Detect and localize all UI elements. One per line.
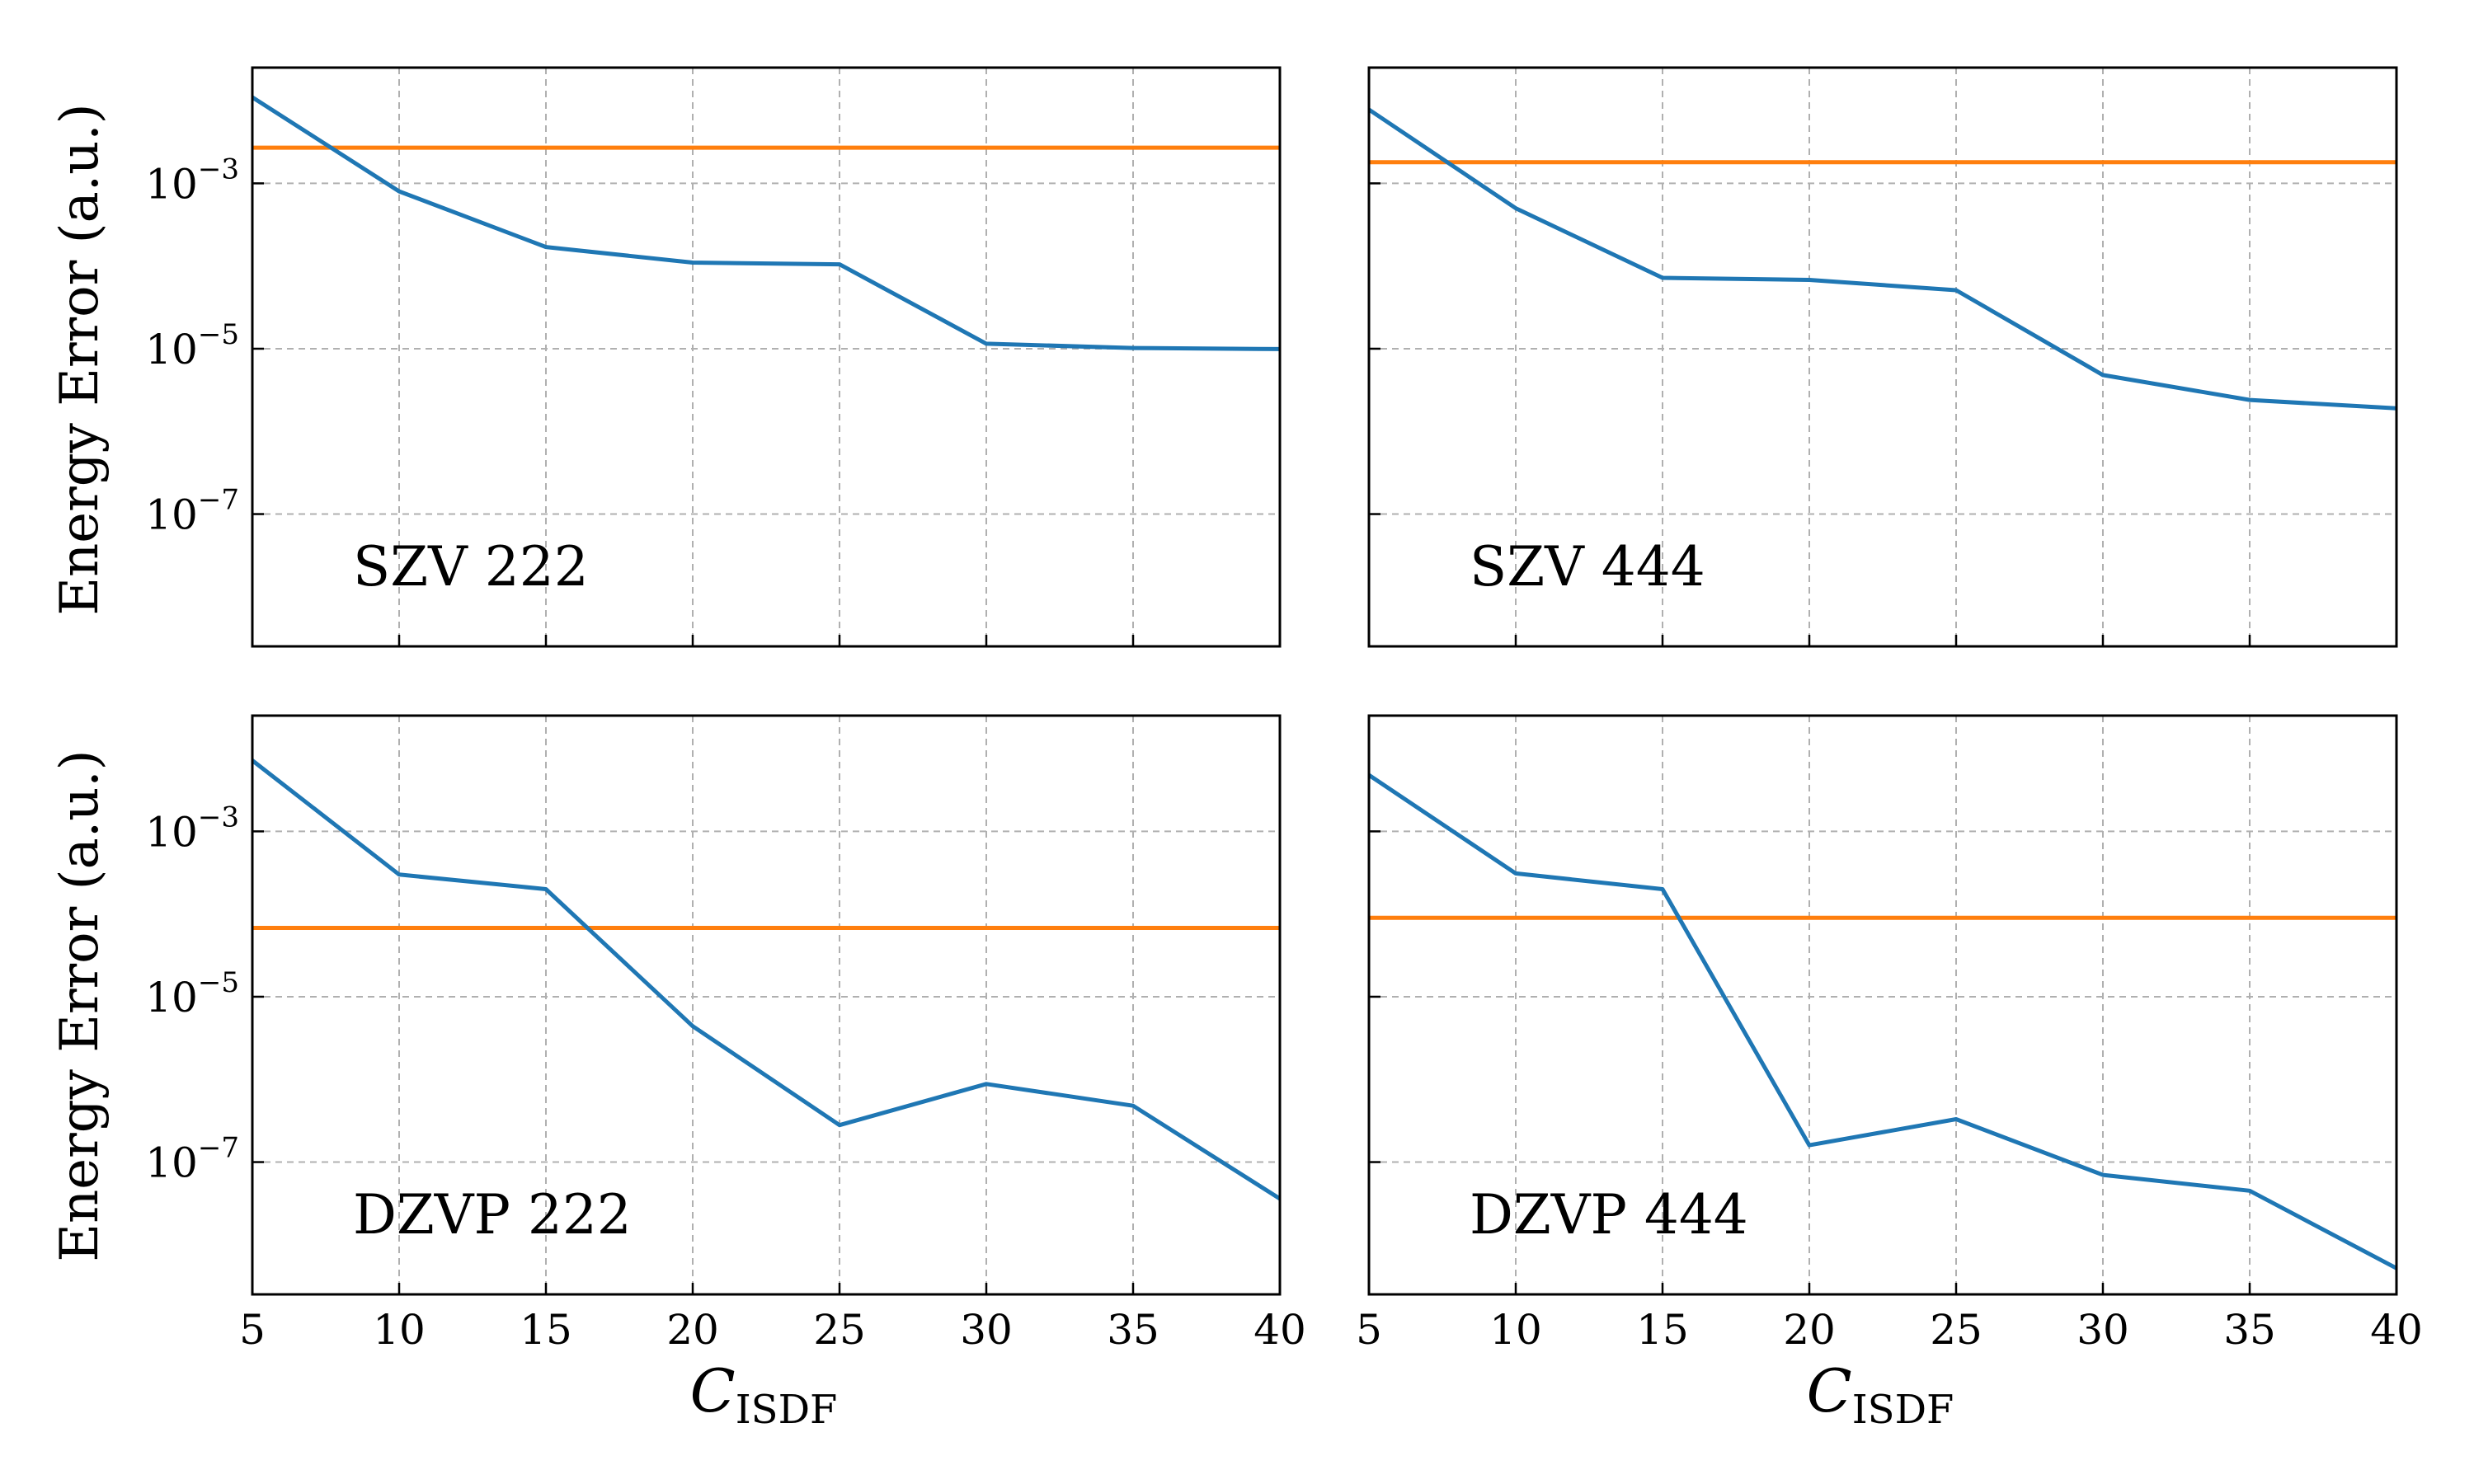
x-axis-label-right: CISDF	[1807, 1356, 1954, 1433]
x-tick-label: 15	[520, 1306, 572, 1354]
x-tick-label: 35	[2223, 1306, 2276, 1354]
y-tick-exponent: −3	[198, 153, 239, 186]
x-tick-label: 30	[960, 1306, 1013, 1354]
panel-label: DZVP 444	[1470, 1183, 1748, 1247]
x-axis-label-subscript: ISDF	[736, 1387, 838, 1433]
x-tick-label: 25	[1930, 1306, 1982, 1354]
x-tick-label: 10	[373, 1306, 426, 1354]
y-axis-label-bottom: Energy Error (a.u.)	[49, 749, 111, 1261]
y-tick-label: 10−5	[145, 966, 239, 1021]
series-line-1	[1369, 107, 2396, 411]
y-tick-label: 10−7	[145, 1132, 239, 1187]
panel-frame	[251, 66, 1282, 648]
y-tick-exponent: −7	[198, 484, 239, 517]
panel-label: SZV 222	[353, 535, 589, 599]
x-tick-label: 5	[239, 1306, 266, 1354]
x-tick-label: 35	[1107, 1306, 1159, 1354]
x-tick-label: 10	[1489, 1306, 1542, 1354]
x-tick-label: 20	[666, 1306, 719, 1354]
panel-label: SZV 444	[1470, 535, 1705, 599]
x-axis-label-main: C	[1807, 1356, 1852, 1425]
panel-2: SZV 444	[1367, 66, 2398, 648]
x-tick-label: 5	[1356, 1306, 1382, 1354]
y-tick-exponent: −7	[198, 1132, 239, 1165]
series-line-1	[252, 95, 1280, 351]
y-tick-label: 10−3	[145, 153, 239, 208]
x-tick-label: 40	[1253, 1306, 1306, 1354]
panel-label: DZVP 222	[353, 1183, 632, 1247]
y-tick-exponent: −3	[198, 801, 239, 834]
x-tick-label: 20	[1783, 1306, 1836, 1354]
panel-frame	[1367, 714, 2398, 1296]
y-tick-label: 10−5	[145, 318, 239, 373]
y-tick-exponent: −5	[198, 966, 239, 999]
x-tick-label: 25	[813, 1306, 866, 1354]
y-axis-label-top: Energy Error (a.u.)	[49, 103, 111, 615]
y-tick-label: 10−3	[145, 801, 239, 856]
x-tick-label: 30	[2077, 1306, 2129, 1354]
y-tick-base: 10	[145, 160, 198, 208]
x-axis-label-subscript: ISDF	[1852, 1387, 1954, 1433]
x-axis-label-main: C	[690, 1356, 736, 1425]
series-line-1	[252, 758, 1280, 1201]
x-axis-label-left: CISDF	[690, 1356, 838, 1433]
y-tick-base: 10	[145, 1139, 198, 1187]
x-tick-label: 40	[2370, 1306, 2423, 1354]
y-tick-label: 10−7	[145, 484, 239, 539]
panel-frame	[251, 714, 1282, 1296]
x-tick-label: 15	[1636, 1306, 1689, 1354]
panel-frame	[1367, 66, 2398, 648]
panel-4: 5 10 15 20 25 30 35 40 DZVP 444	[1356, 714, 2423, 1354]
y-tick-exponent: −5	[198, 318, 239, 351]
y-tick-base: 10	[145, 808, 198, 856]
series-line-1	[1369, 773, 2396, 1270]
y-tick-base: 10	[145, 491, 198, 539]
y-tick-base: 10	[145, 326, 198, 373]
y-tick-base: 10	[145, 974, 198, 1021]
